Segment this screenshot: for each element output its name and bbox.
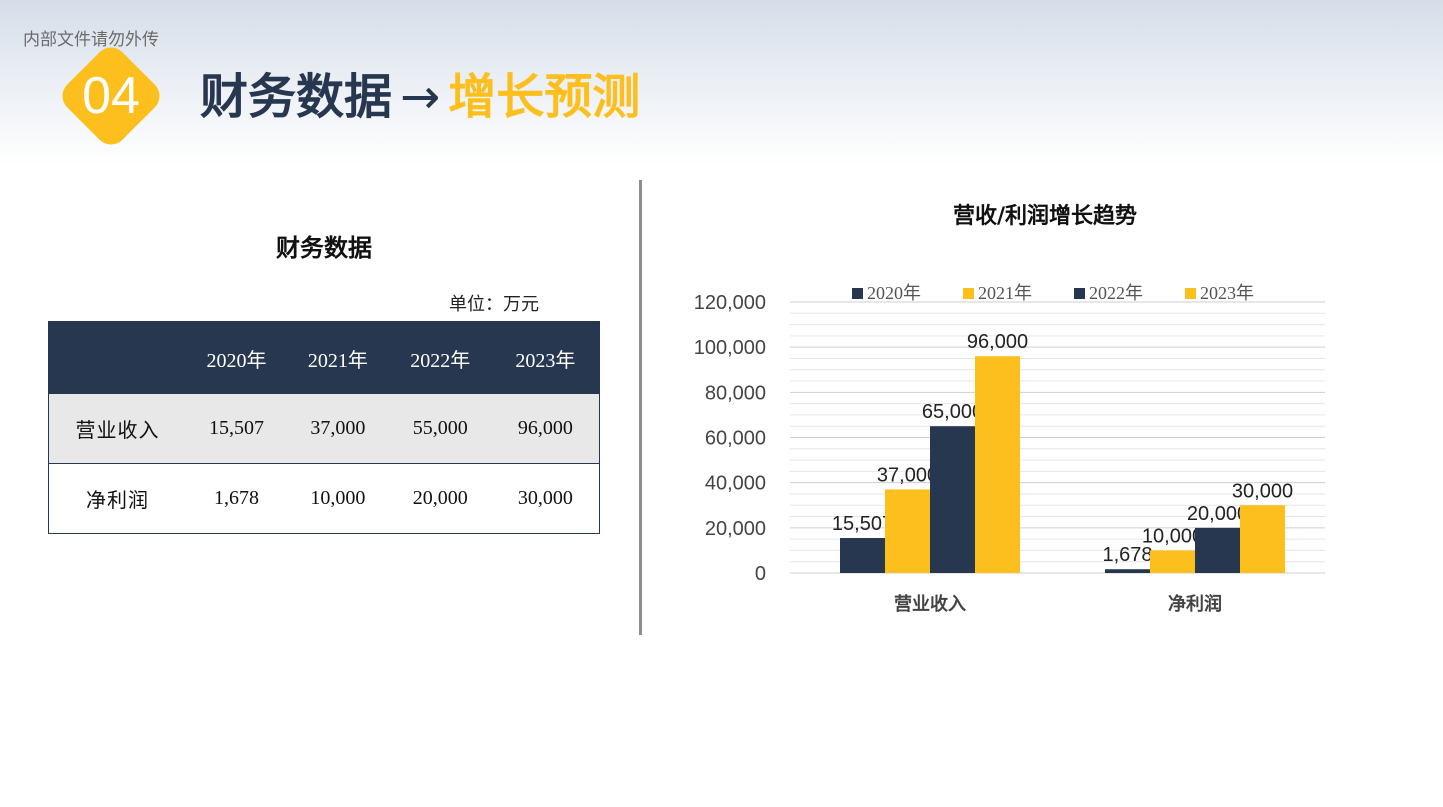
table-row: 营业收入 15,507 37,000 55,000 96,000 (48, 394, 600, 464)
bar (840, 537, 885, 573)
table-header-row: 2020年 2021年 2022年 2023年 (48, 321, 600, 394)
x-category-label: 营业收入 (894, 593, 966, 615)
table-cell: 55,000 (388, 394, 492, 464)
table-header-cell: 2023年 (491, 321, 600, 394)
table-title: 财务数据 (276, 234, 372, 262)
data-label: 65,000 (922, 401, 983, 423)
section-number-badge: 04 (55, 40, 167, 152)
data-label: 96,000 (967, 331, 1028, 353)
unit-label: 单位：万元 (449, 294, 539, 315)
table-cell: 1,678 (186, 463, 287, 534)
title-part-forecast: 增长预测 (448, 69, 641, 125)
table-cell: 10,000 (286, 463, 389, 534)
section-number: 04 (82, 67, 140, 125)
data-label: 37,000 (877, 464, 938, 486)
legend-swatch (852, 288, 863, 299)
y-tick-label: 60,000 (705, 428, 766, 450)
x-category-label: 净利润 (1168, 593, 1222, 615)
data-label: 20,000 (1187, 503, 1248, 525)
table-cell: 30,000 (491, 463, 600, 534)
table-cell: 20,000 (388, 463, 492, 534)
bar (1195, 527, 1240, 573)
legend-label: 2022年 (1089, 283, 1143, 303)
y-tick-label: 120,000 (694, 292, 766, 314)
arrow-right-icon: → (400, 69, 441, 125)
legend-label: 2020年 (867, 283, 921, 303)
watermark-text: 内部文件请勿外传 (23, 30, 159, 50)
y-tick-label: 40,000 (705, 473, 766, 495)
financial-table: 2020年 2021年 2022年 2023年 营业收入 15,507 37,0… (48, 321, 600, 534)
bar (1240, 505, 1285, 573)
table-header-cell (48, 321, 187, 394)
table-header-cell: 2022年 (388, 321, 492, 394)
table-cell: 37,000 (286, 394, 389, 464)
row-label: 营业收入 (48, 394, 187, 464)
vertical-divider (639, 180, 642, 635)
title-part-financial: 财务数据 (200, 69, 393, 125)
legend-swatch (1074, 288, 1085, 299)
table-cell: 15,507 (186, 394, 287, 464)
bar (975, 356, 1020, 573)
bar-chart: 0 20,000 40,000 60,000 80,000 100,000 120,000 1… (694, 283, 1325, 615)
y-tick-label: 100,000 (694, 337, 766, 359)
header-band (0, 0, 1443, 165)
legend-label: 2023年 (1200, 283, 1254, 303)
y-tick-label: 20,000 (705, 518, 766, 540)
legend-swatch (1185, 288, 1196, 299)
data-label: 15,507 (832, 513, 893, 535)
bar (1150, 550, 1195, 573)
bar (1105, 569, 1150, 573)
table-cell: 96,000 (491, 394, 600, 464)
legend-swatch (963, 288, 974, 299)
chart-title: 营收/利润增长趋势 (952, 204, 1138, 229)
data-label: 1,678 (1102, 544, 1152, 566)
table-header-cell: 2020年 (186, 321, 287, 394)
bar (885, 489, 930, 573)
legend-label: 2021年 (978, 283, 1032, 303)
table-header-cell: 2021年 (286, 321, 389, 394)
table-row: 净利润 1,678 10,000 20,000 30,000 (48, 463, 600, 534)
row-label: 净利润 (48, 463, 187, 534)
y-tick-label: 80,000 (705, 382, 766, 404)
bar (930, 426, 975, 573)
y-tick-label: 0 (755, 563, 766, 585)
page-title: 财务数据 → 增长预测 (200, 62, 640, 132)
data-label: 30,000 (1232, 480, 1293, 502)
data-label: 10,000 (1142, 525, 1203, 547)
